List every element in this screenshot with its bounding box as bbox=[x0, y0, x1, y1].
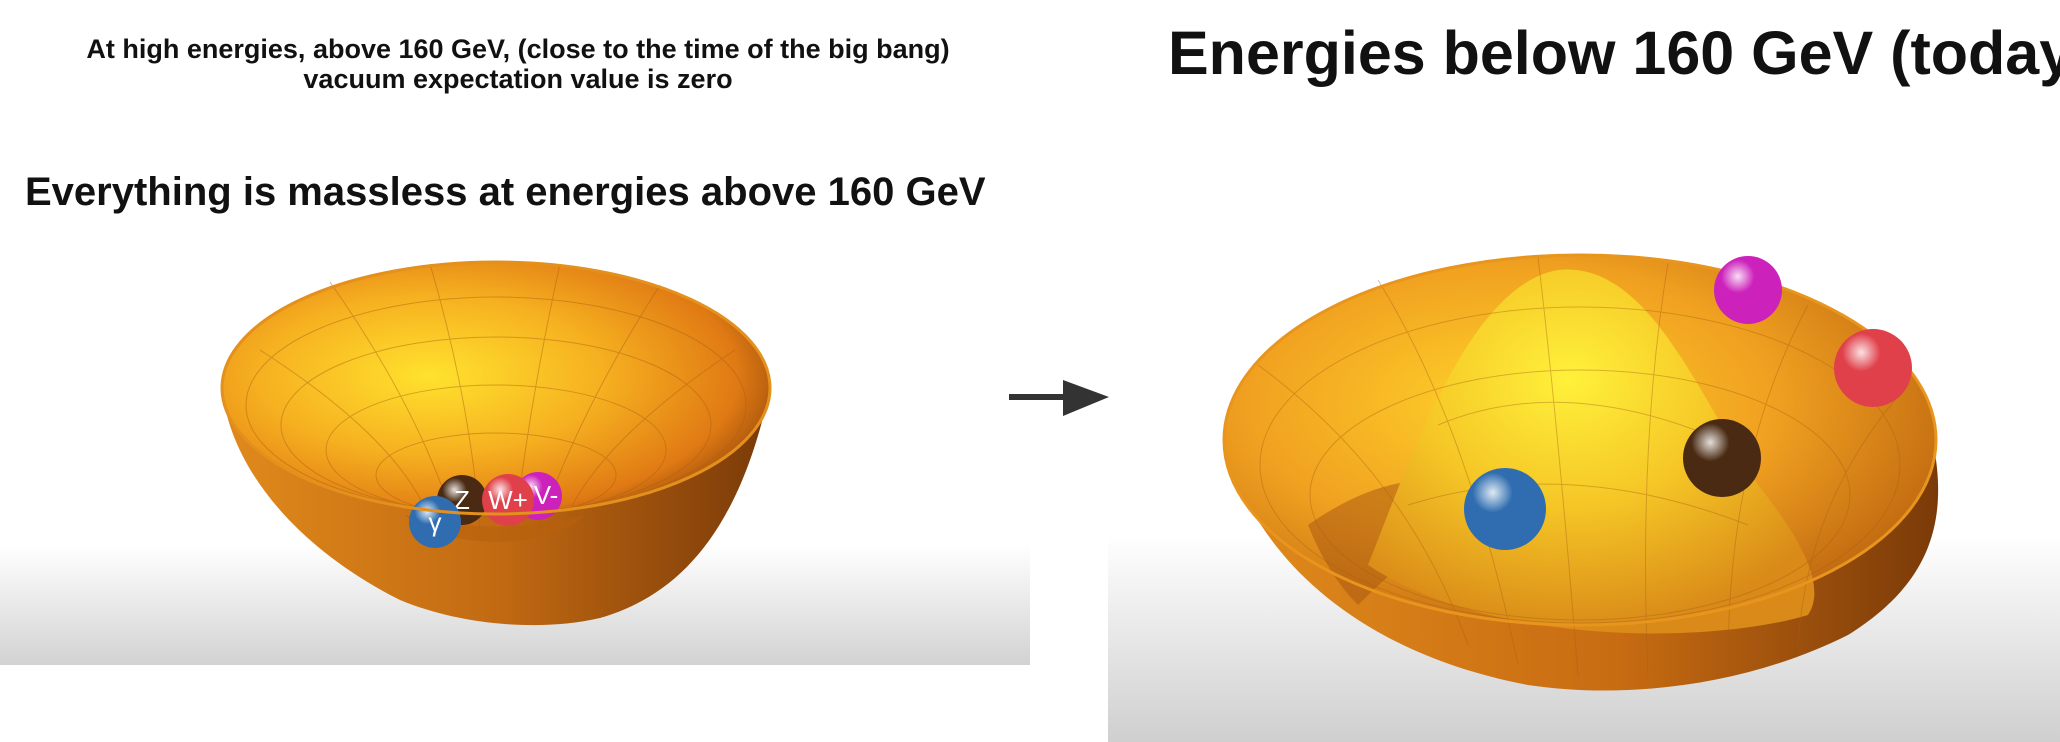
svg-text:Z: Z bbox=[454, 485, 470, 515]
particle-photon: γ bbox=[409, 496, 461, 548]
particle-w-plus: W+ bbox=[482, 474, 534, 526]
left-heading-line1: At high energies, above 160 GeV, (close … bbox=[86, 34, 950, 64]
svg-text:γ: γ bbox=[429, 507, 442, 537]
right-heading: Energies below 160 GeV (today) bbox=[1168, 19, 2060, 87]
svg-text:W+: W+ bbox=[488, 485, 528, 515]
svg-text:V-: V- bbox=[534, 480, 559, 510]
particle-brown bbox=[1683, 419, 1761, 497]
symmetric-potential-bowl: V- Z W+ γ bbox=[0, 220, 1030, 665]
bowl-inner-surface bbox=[222, 262, 770, 514]
left-heading-line2: vacuum expectation value is zero bbox=[303, 64, 733, 94]
left-heading: At high energies, above 160 GeV, (close … bbox=[0, 34, 1036, 94]
arrow-right-icon bbox=[1005, 376, 1115, 420]
mexican-hat-potential bbox=[1108, 225, 2060, 742]
particle-red bbox=[1834, 329, 1912, 407]
particle-magenta bbox=[1714, 256, 1782, 324]
particle-blue bbox=[1464, 468, 1546, 550]
left-subheading: Everything is massless at energies above… bbox=[25, 170, 986, 214]
